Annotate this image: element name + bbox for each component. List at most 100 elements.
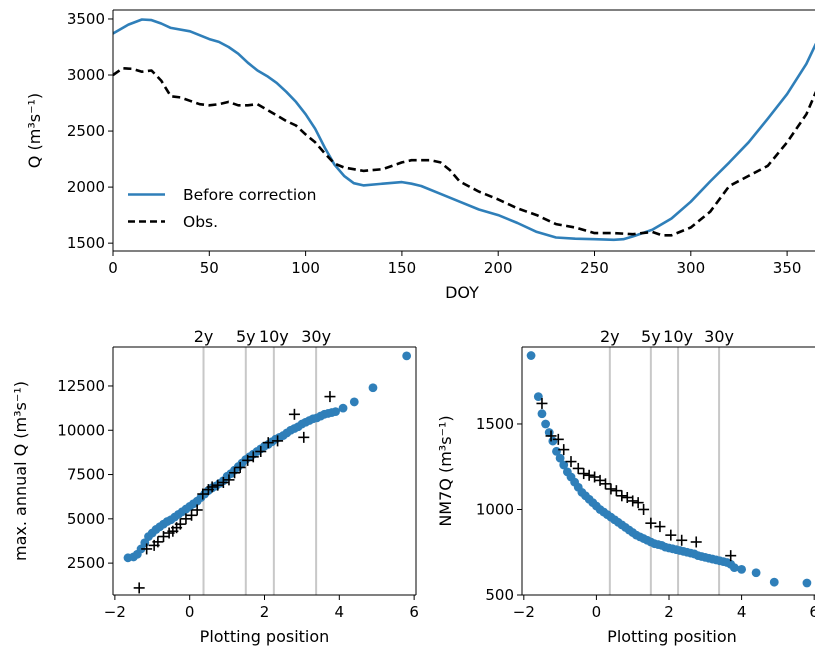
data-point-circle	[769, 577, 779, 587]
data-point-plus	[174, 518, 186, 530]
y-tick-label: 5000	[67, 510, 105, 528]
data-point-plus	[690, 536, 702, 548]
return-period-label-5y: 5y	[641, 327, 661, 346]
data-point-plus	[676, 534, 688, 546]
y-axis-label-max-annual-q: max. annual Q (m³s⁻¹)	[11, 381, 30, 561]
top-line-panel: Before correction Obs. 0 50 100 150 200 250 30…	[25, 9, 815, 302]
data-point-plus	[186, 509, 198, 521]
data-point-plus	[141, 543, 153, 555]
data-point-plus	[234, 461, 246, 473]
x-tick-label: 300	[676, 259, 705, 277]
y-tick-label: 2500	[67, 122, 105, 140]
x-tick-label: 6	[409, 603, 419, 621]
y-tick-label: 3500	[67, 10, 105, 28]
bottom-left-panel: 2y 5y 10y 30y −2 0 2 4 62500500075001000012500 …	[11, 327, 419, 646]
data-point-circle	[338, 403, 348, 413]
x-axis-label-plotting-position: Plotting position	[200, 627, 330, 646]
data-point-plus	[180, 513, 192, 525]
return-period-label-5y: 5y	[236, 327, 256, 346]
data-point-circle	[737, 564, 746, 574]
x-tick-label: 150	[388, 259, 417, 277]
data-point-circle	[368, 383, 378, 393]
y-axis-label-q: Q (m³s⁻¹)	[25, 93, 44, 168]
data-point-circle	[526, 351, 536, 360]
y-tick-label: 3000	[67, 66, 105, 84]
data-point-plus	[191, 504, 203, 516]
data-point-plus	[558, 444, 570, 456]
x-tick-label: 200	[484, 259, 513, 277]
data-point-plus	[206, 481, 218, 493]
x-tick-label: 0	[185, 603, 195, 621]
x-tick-label: 0	[108, 259, 118, 277]
x-tick-label: −2	[513, 603, 535, 621]
x-tick-label: −2	[104, 603, 126, 621]
data-point-plus	[599, 478, 611, 490]
data-point-circle	[349, 397, 359, 407]
y-tick-label: 1500	[476, 415, 514, 433]
x-axis-label-plotting-position: Plotting position	[607, 627, 737, 646]
x-axis-label-doy: DOY	[445, 283, 479, 302]
data-point-plus	[229, 467, 241, 479]
data-point-circle	[533, 392, 543, 401]
data-point-plus	[133, 582, 145, 594]
data-point-plus	[725, 550, 737, 562]
data-point-circle	[802, 578, 812, 588]
series-line-before-correction	[113, 18, 815, 242]
return-period-label-10y: 10y	[259, 327, 289, 346]
bottom-right-panel: 2y 5y 10y 30y −2 0 2 4 6 500 1000 1500 Plotting po…	[436, 327, 815, 646]
y-tick-label: 7500	[67, 466, 105, 484]
data-point-plus	[632, 497, 644, 509]
data-point-plus	[605, 483, 617, 495]
data-point-plus	[610, 485, 622, 497]
x-tick-label: 50	[200, 259, 219, 277]
data-point-plus	[616, 490, 628, 502]
data-point-plus	[627, 495, 639, 507]
x-tick-label: 250	[580, 259, 609, 277]
data-point-plus	[298, 431, 310, 443]
x-tick-label: 350	[773, 259, 802, 277]
data-point-circle	[331, 407, 340, 417]
data-point-plus	[583, 469, 595, 481]
legend-label-before-correction: Before correction	[183, 186, 317, 204]
return-period-label-2y: 2y	[194, 327, 214, 346]
data-point-plus	[536, 397, 548, 409]
data-point-plus	[572, 462, 584, 474]
data-point-plus	[158, 531, 169, 543]
data-point-plus	[152, 536, 164, 548]
data-point-circle	[555, 453, 565, 463]
legend-label-obs: Obs.	[183, 213, 218, 231]
data-point-circle	[559, 460, 569, 470]
data-point-plus	[565, 456, 577, 468]
data-point-plus	[242, 454, 254, 466]
data-point-plus	[645, 517, 657, 529]
y-tick-label: 1000	[476, 500, 514, 518]
data-point-circle	[537, 409, 547, 419]
data-point-plus	[262, 437, 274, 449]
data-point-circle	[729, 563, 739, 573]
data-point-plus	[324, 391, 336, 403]
y-axis-label-nm7q: NM7Q (m³s⁻¹)	[436, 415, 455, 526]
data-point-plus	[665, 529, 677, 541]
y-tick-label: 500	[485, 586, 514, 604]
y-tick-label: 10000	[57, 421, 105, 439]
data-point-plus	[255, 446, 267, 458]
data-point-circle	[751, 568, 761, 578]
x-tick-label: 4	[335, 603, 345, 621]
data-point-plus	[578, 468, 590, 480]
legend: Before correction Obs.	[128, 186, 317, 231]
data-point-plus	[247, 451, 259, 463]
data-point-plus	[197, 488, 209, 500]
y-tick-label: 1500	[67, 234, 105, 252]
return-period-label-2y: 2y	[600, 327, 620, 346]
data-point-plus	[545, 430, 557, 442]
x-tick-label: 6	[809, 603, 815, 621]
return-period-label-10y: 10y	[663, 327, 693, 346]
x-tick-label: 4	[737, 603, 747, 621]
data-point-plus	[217, 477, 229, 489]
y-tick-label: 2500	[67, 554, 105, 572]
data-point-circle	[548, 436, 558, 446]
x-tick-label: 2	[260, 603, 270, 621]
data-point-plus	[288, 408, 300, 420]
x-tick-label: 100	[291, 259, 320, 277]
data-point-plus	[638, 503, 650, 515]
